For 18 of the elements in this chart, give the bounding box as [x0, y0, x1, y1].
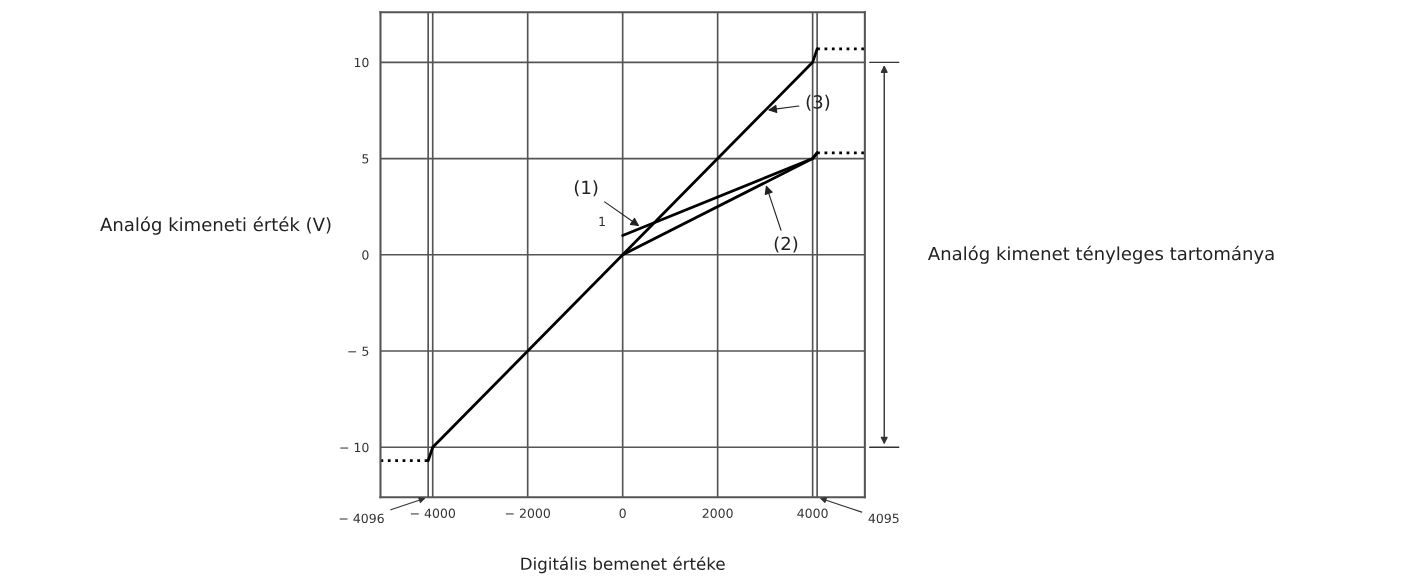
x-tick-label: − 4000: [410, 508, 456, 519]
ref-line-label: − 4096: [339, 513, 384, 524]
y-axis-title: Analóg kimeneti érték (V): [100, 216, 331, 235]
y-tick-label: − 10: [340, 442, 369, 453]
annotation: (1): [574, 180, 598, 197]
annotation: (2): [774, 236, 798, 253]
annotation: 1: [599, 216, 605, 226]
y-tick-label: 10: [354, 57, 369, 68]
x-tick-label: 0: [619, 508, 626, 519]
x-tick-label: 2000: [702, 508, 733, 519]
x-tick-label: − 2000: [505, 508, 550, 519]
text: Analóg kimenet tényleges tartománya: [927, 245, 1274, 264]
x-tick-label: 4000: [797, 508, 828, 519]
y-tick-label: 5: [362, 154, 369, 164]
x-axis-title: Digitális bemenet értéke: [521, 556, 725, 574]
y-tick-label: 0: [362, 250, 369, 260]
y-tick-label: − 5: [348, 346, 369, 356]
ref-line-label: 4095: [868, 513, 899, 524]
